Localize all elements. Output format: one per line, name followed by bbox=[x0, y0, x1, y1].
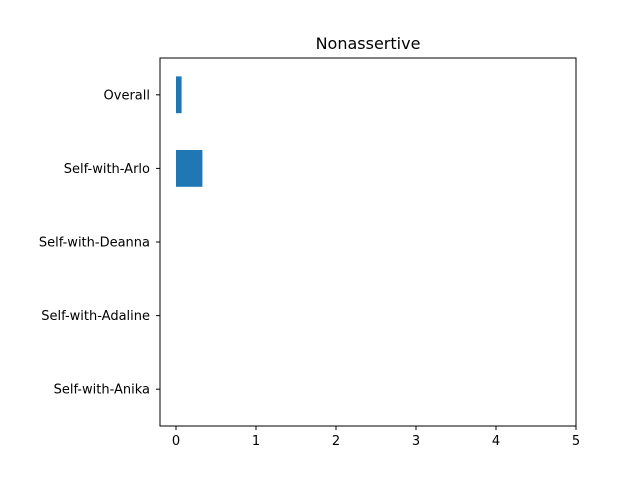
y-tick-label: Overall bbox=[104, 88, 150, 103]
bar-overall bbox=[176, 76, 182, 114]
y-tick-label: Self-with-Adaline bbox=[41, 309, 150, 324]
plot-frame bbox=[159, 57, 577, 427]
bars-layer bbox=[176, 76, 203, 187]
x-axis-ticks: 0 1 2 3 4 5 bbox=[172, 426, 580, 449]
chart-title: Nonassertive bbox=[316, 34, 421, 53]
y-tick-label: Self-with-Arlo bbox=[64, 162, 150, 177]
x-tick-label: 5 bbox=[572, 434, 580, 449]
y-tick-label: Self-with-Deanna bbox=[39, 236, 150, 251]
x-tick-label: 0 bbox=[172, 434, 180, 449]
x-tick-label: 1 bbox=[252, 434, 260, 449]
y-axis-ticks: Overall Self-with-Arlo Self-with-Deanna Sel… bbox=[39, 88, 160, 398]
x-tick-label: 4 bbox=[492, 434, 500, 449]
y-tick-label: Self-with-Anika bbox=[54, 383, 150, 398]
bar-self-with-arlo bbox=[176, 150, 203, 187]
x-tick-label: 3 bbox=[412, 434, 420, 449]
x-tick-label: 2 bbox=[332, 434, 340, 449]
